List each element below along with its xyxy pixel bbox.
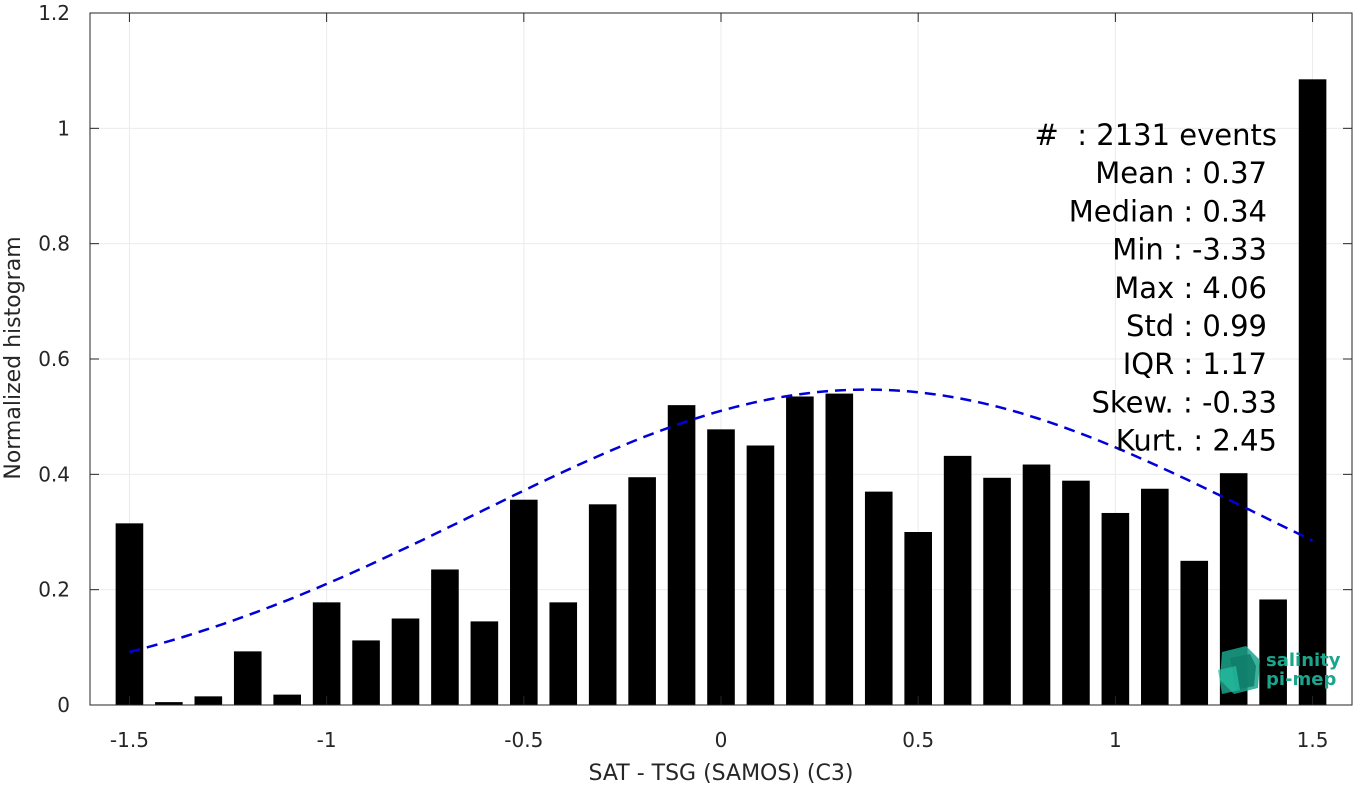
stats-line: Max : 4.06 [1114, 271, 1267, 305]
x-tick-label: 1.5 [1297, 728, 1329, 752]
histogram-bar [391, 618, 420, 705]
histogram-bar [667, 405, 696, 705]
histogram-bar [1062, 480, 1090, 705]
histogram-bars [115, 79, 1327, 706]
y-axis-ticks: 0 0.2 0.4 0.6 0.8 1 1.2 [38, 1, 1352, 717]
histogram-bar [1180, 560, 1209, 705]
salinity-pimep-logo: salinity pi-mep [1218, 646, 1341, 694]
histogram-bar [470, 621, 499, 705]
stats-line: # : 2131 events [1035, 118, 1277, 152]
histogram-bar [1259, 599, 1287, 705]
histogram-bar [707, 429, 735, 705]
stats-line: Kurt. : 2.45 [1116, 424, 1277, 458]
logo-line2: pi-mep [1266, 669, 1336, 690]
x-tick-label: -1.5 [110, 728, 149, 752]
histogram-bar [1022, 464, 1051, 705]
histogram-bar [549, 602, 578, 705]
histogram-bar [233, 651, 262, 705]
histogram-bar [588, 504, 617, 705]
stats-line: IQR : 1.17 [1123, 347, 1267, 381]
x-axis-ticks: -1.5 -1 -0.5 0 0.5 1 1.5 [110, 13, 1329, 752]
histogram-bar [194, 696, 223, 705]
histogram-bar [904, 532, 932, 705]
x-tick-label: -1 [317, 728, 337, 752]
stats-annotation: # : 2131 events Mean : 0.37 Median : 0.34 M… [1035, 118, 1277, 458]
histogram-bar [864, 491, 893, 705]
histogram-bar [273, 694, 301, 705]
normal-fit-curve [129, 388, 1314, 654]
y-tick-label: 0.2 [38, 578, 70, 602]
histogram-bar [431, 569, 459, 705]
y-tick-label: 0 [57, 693, 70, 717]
y-axis-label: Normalized histogram [1, 236, 26, 479]
y-tick-label: 0.6 [38, 347, 70, 371]
stats-line: Mean : 0.37 [1095, 156, 1267, 190]
x-tick-label: 0.5 [902, 728, 934, 752]
histogram-bar [1298, 79, 1327, 706]
logo-mark-icon [1218, 646, 1260, 694]
histogram-bar [155, 702, 183, 705]
fit-curve-line [129, 388, 1314, 654]
histogram-bar [983, 477, 1011, 705]
y-tick-label: 0.8 [38, 232, 70, 256]
histogram-bar [312, 602, 341, 705]
y-tick-label: 1 [57, 116, 70, 140]
histogram-bar [1101, 512, 1130, 705]
histogram-bar [943, 455, 972, 705]
histogram-bar [115, 523, 144, 705]
x-axis-label: SAT - TSG (SAMOS) (C3) [589, 761, 854, 785]
x-tick-label: -0.5 [504, 728, 543, 752]
histogram-bar [352, 640, 380, 705]
x-tick-label: 0 [715, 728, 728, 752]
histogram-bar [786, 396, 814, 705]
stats-line: Std : 0.99 [1126, 309, 1267, 343]
x-tick-label: 1 [1109, 728, 1122, 752]
stats-line: Min : -3.33 [1112, 233, 1267, 267]
y-tick-label: 0.4 [38, 462, 70, 486]
histogram-bar [628, 477, 656, 705]
stats-line: Skew. : -0.33 [1091, 385, 1277, 419]
stats-line: Median : 0.34 [1069, 194, 1267, 228]
logo-line1: salinity [1266, 650, 1341, 671]
histogram-bar [1141, 488, 1169, 705]
histogram-bar [510, 499, 538, 705]
histogram-bar [746, 445, 775, 705]
histogram-bar [825, 393, 854, 705]
y-tick-label: 1.2 [38, 1, 70, 25]
